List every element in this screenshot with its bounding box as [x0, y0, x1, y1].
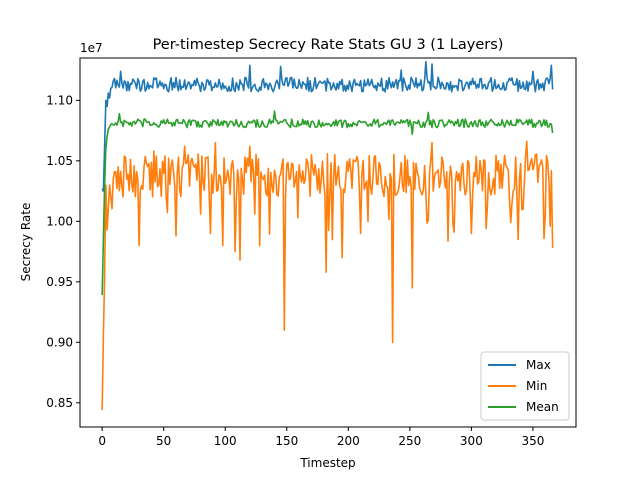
- x-tick-label: 250: [398, 434, 421, 448]
- legend-box: [480, 351, 570, 421]
- legend-label-mean: Mean: [526, 400, 559, 414]
- y-axis-label: Secrecy Rate: [19, 203, 33, 282]
- legend: Max Min Mean: [480, 351, 570, 421]
- series-line-max: [101, 60, 554, 192]
- y-tick-label: 0.85: [46, 396, 73, 410]
- x-tick-label: 200: [337, 434, 360, 448]
- y-tick-label: 1.10: [46, 93, 73, 107]
- series-line-min: [101, 140, 554, 411]
- x-tick-label: 50: [156, 434, 171, 448]
- y-tick-label: 1.00: [46, 214, 73, 228]
- x-tick-label: 100: [214, 434, 237, 448]
- legend-label-min: Min: [526, 379, 547, 393]
- plot-frame: [79, 57, 577, 428]
- series-line-mean: [101, 110, 554, 296]
- chart-title: Per-timestep Secrecy Rate Stats GU 3 (1 …: [153, 37, 504, 53]
- x-axis-ticks: 0 50 100 150 200 250 300 350: [98, 427, 544, 448]
- y-tick-label: 1.05: [46, 154, 73, 168]
- legend-label-max: Max: [526, 358, 551, 372]
- offset-label: 1e7: [80, 41, 103, 55]
- x-axis-label: Timestep: [299, 456, 355, 470]
- y-tick-label: 0.95: [46, 275, 73, 289]
- y-axis-ticks: 0.85 0.90 0.95 1.00 1.05 1.10: [46, 93, 80, 410]
- x-tick-label: 300: [460, 434, 483, 448]
- x-tick-label: 0: [98, 434, 106, 448]
- series-layer: [101, 60, 554, 411]
- x-tick-label: 150: [275, 434, 298, 448]
- y-tick-label: 0.90: [46, 335, 73, 349]
- x-tick-label: 350: [521, 434, 544, 448]
